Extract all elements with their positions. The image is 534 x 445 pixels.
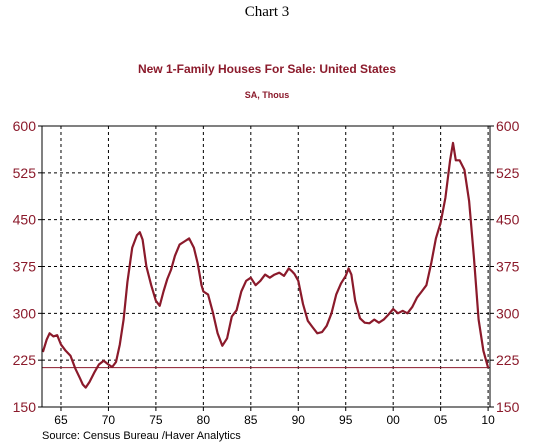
y-tick-label-left: 450 <box>13 212 37 228</box>
x-tick-label: 95 <box>339 413 353 427</box>
plot-frame-layer <box>38 125 494 411</box>
x-tick-label: 05 <box>434 413 448 427</box>
y-tick-label-left: 225 <box>13 352 37 368</box>
y-tick-label-right: 225 <box>496 352 520 368</box>
x-tick-label: 80 <box>197 413 211 427</box>
y-tick-label-right: 150 <box>496 399 520 415</box>
series-layer <box>41 141 490 389</box>
chart-subtitle: SA, Thous <box>244 90 290 100</box>
y-tick-label-left: 375 <box>13 259 37 275</box>
y-tick-label-right: 300 <box>496 305 520 321</box>
tick-label-layer: 150 150 225 225 300 300 375 375 450 450 525 525 600 6… <box>13 118 520 427</box>
x-tick-label: 00 <box>387 413 401 427</box>
series-line <box>41 141 490 389</box>
source-note: Source: Census Bureau /Haver Analytics <box>42 430 241 442</box>
x-tick-label: 65 <box>54 413 68 427</box>
page-label: Chart 3 <box>244 4 290 20</box>
y-tick-label-right: 525 <box>496 165 520 181</box>
y-tick-label-left: 300 <box>13 305 37 321</box>
grid-layer <box>42 126 490 407</box>
y-tick-label-left: 600 <box>13 118 37 134</box>
y-tick-label-right: 450 <box>496 212 520 228</box>
x-tick-label: 70 <box>102 413 116 427</box>
x-tick-label: 85 <box>244 413 258 427</box>
chart-title: New 1-Family Houses For Sale: United Sta… <box>137 62 397 76</box>
x-tick-label: 75 <box>149 413 163 427</box>
x-tick-label: 10 <box>481 413 495 427</box>
y-tick-label-left: 525 <box>13 165 37 181</box>
y-tick-label-right: 600 <box>496 118 520 134</box>
y-tick-label-right: 375 <box>496 259 520 275</box>
x-tick-label: 90 <box>292 413 306 427</box>
y-tick-label-left: 150 <box>13 399 37 415</box>
